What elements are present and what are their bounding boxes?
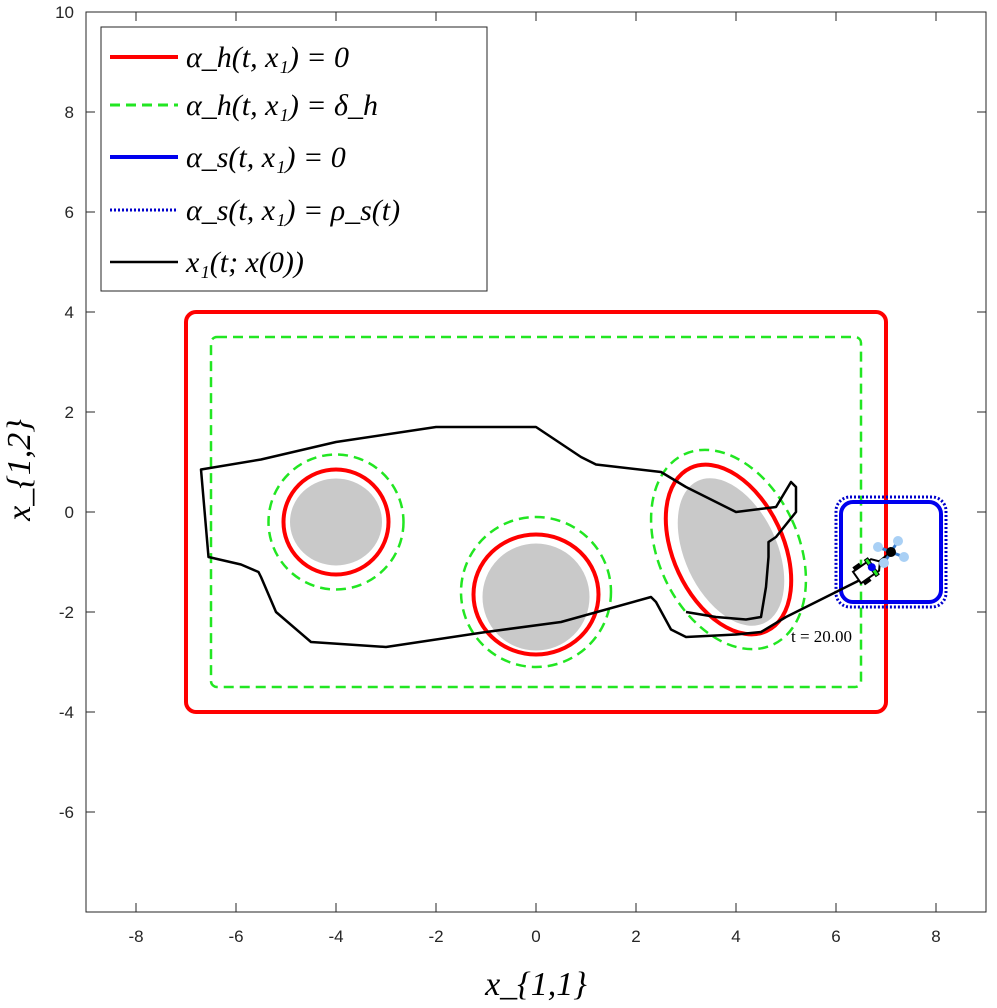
agents-layer — [851, 536, 909, 586]
drone-icon — [873, 536, 909, 568]
x-axis-label: x_{1,1} — [484, 966, 587, 1003]
ground-robot-icon — [851, 557, 882, 586]
y-tick-label: -4 — [59, 703, 74, 722]
workspace-boundary — [184, 310, 888, 714]
regions-layer — [184, 310, 948, 714]
y-axis-label: x_{1,2} — [1, 419, 38, 522]
obstacle-boundary — [471, 532, 601, 657]
y-tick-label: 8 — [65, 103, 74, 122]
y-tick-label: 0 — [65, 503, 74, 522]
y-tick-label: -2 — [59, 603, 74, 622]
drone-rotor — [893, 536, 903, 546]
legend: α_h(t, x₁) = 0 α_h(t, x₁) = δ_h α_s(t, x… — [100, 26, 488, 292]
x-tick-label: -8 — [128, 927, 143, 946]
x-tick-label: -2 — [428, 927, 443, 946]
legend-label-soft-boundary: α_s(t, x₁) = 0 — [186, 141, 346, 174]
plot-area — [184, 310, 948, 714]
drone-rotor — [879, 558, 889, 568]
legend-label-trajectory: x₁(t; x(0)) — [185, 246, 304, 279]
obstacle-fill — [674, 475, 788, 629]
y-tick-label: 4 — [65, 303, 74, 322]
obstacle-margin — [649, 448, 808, 651]
target-margin — [834, 495, 948, 609]
x-tick-label: -6 — [228, 927, 243, 946]
time-annotation: t = 20.00 — [791, 627, 852, 646]
drone-center — [886, 547, 896, 557]
obstacles-layer — [287, 475, 788, 654]
obstacle-fill — [287, 475, 385, 569]
x-tick-label: 4 — [731, 927, 740, 946]
y-tick-label: -6 — [59, 803, 74, 822]
obstacle-fill — [479, 540, 593, 654]
workspace-margin — [209, 335, 863, 689]
x-tick-label: 2 — [631, 927, 640, 946]
target-region — [839, 500, 943, 604]
x-tick-label: -4 — [328, 927, 343, 946]
robot-wheel — [862, 577, 872, 586]
x-axis-ticks: -8 -6 -4 -2 0 2 4 6 8 — [128, 12, 941, 946]
x-tick-label: 8 — [931, 927, 940, 946]
robot-center — [867, 563, 876, 572]
robot-wheel — [852, 562, 862, 571]
trajectory-line — [199, 425, 872, 649]
y-tick-label: 10 — [55, 3, 74, 22]
obstacle-margin — [459, 515, 613, 669]
legend-label-soft-margin: α_s(t, x₁) = ρ_s(t) — [186, 194, 400, 227]
drone-rotor — [873, 542, 883, 552]
legend-label-hard-margin: α_h(t, x₁) = δ_h — [186, 89, 378, 122]
x-tick-label: 0 — [531, 927, 540, 946]
obstacle-boundary — [281, 467, 391, 577]
annotations-layer: t = 20.00 — [791, 627, 852, 646]
y-axis-ticks: 10 8 6 4 2 0 -2 -4 -6 — [55, 3, 986, 822]
legend-label-hard-boundary: α_h(t, x₁) = 0 — [186, 41, 349, 74]
drone-rotor — [899, 552, 909, 562]
y-tick-label: 2 — [65, 403, 74, 422]
x-tick-label: 6 — [831, 927, 840, 946]
obstacle-margin — [267, 453, 405, 591]
y-tick-label: 6 — [65, 203, 74, 222]
obstacle-boundary — [663, 462, 794, 637]
